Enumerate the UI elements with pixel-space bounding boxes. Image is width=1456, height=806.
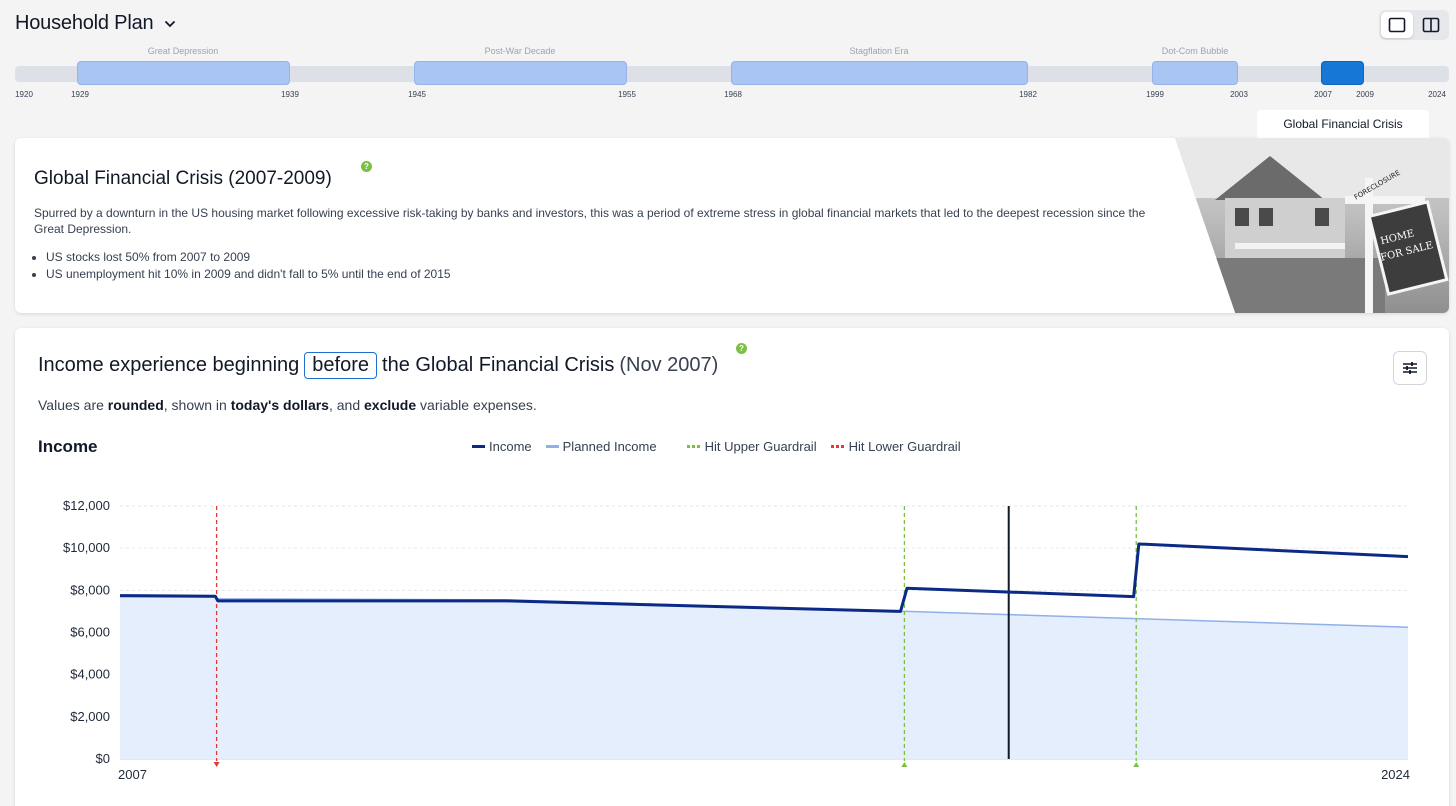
foreclosure-house-photo: HOME FOR SALE FORECLOSURE [1175, 138, 1449, 313]
split-pane-icon [1422, 17, 1440, 33]
help-icon[interactable]: ? [361, 161, 372, 172]
legend-planned-income[interactable]: Planned Income [545, 439, 657, 454]
income-chart[interactable]: $0 $2,000 $4,000 $6,000 $8,000 $10,000 $12,000… [15, 488, 1449, 806]
income-experience-card: Income experience beginning before the G… [15, 328, 1449, 806]
legend-lower-guardrail[interactable]: Hit Lower Guardrail [830, 439, 961, 454]
year-label: 2007 [1314, 90, 1332, 99]
chart-legend: Income Planned Income Hit Upper Guardrai… [472, 439, 961, 454]
lower-guardrail-marker [213, 762, 220, 767]
era-label: Stagflation Era [849, 46, 909, 56]
y-tick-label: $4,000 [70, 667, 110, 682]
single-pane-icon [1388, 17, 1406, 33]
tab-global-financial-crisis[interactable]: Global Financial Crisis [1257, 110, 1429, 138]
header: Household Plan [15, 12, 177, 35]
era-dot-com-bubble[interactable] [1152, 61, 1238, 85]
year-label: 2003 [1230, 90, 1248, 99]
era-post-war-decade[interactable] [414, 61, 627, 85]
year-label: 1999 [1146, 90, 1164, 99]
year-label: 1920 [15, 90, 33, 99]
sliders-icon [1403, 362, 1417, 374]
y-tick-label: $10,000 [63, 540, 110, 555]
experience-title-prefix: Income experience beginning [38, 354, 300, 376]
list-item: US unemployment hit 10% in 2009 and didn… [46, 266, 451, 283]
experience-title-suffix: the Global Financial Crisis [382, 354, 615, 376]
era-global-financial-crisis[interactable] [1321, 61, 1364, 85]
planned-income-area [120, 596, 1408, 759]
crisis-description: Spurred by a downturn in the US housing … [34, 206, 1146, 236]
help-icon[interactable]: ? [736, 343, 747, 354]
experience-date: (Nov 2007) [619, 354, 719, 376]
era-stagflation[interactable] [731, 61, 1028, 85]
era-label: Dot-Com Bubble [1161, 46, 1229, 56]
values-note: Values are rounded, shown in today's dol… [38, 397, 537, 413]
view-toggle [1379, 10, 1449, 40]
chevron-down-icon[interactable] [163, 17, 177, 31]
year-label: 1939 [281, 90, 299, 99]
year-label: 1982 [1019, 90, 1037, 99]
x-tick-label: 2024 [1381, 767, 1410, 782]
y-tick-label: $2,000 [70, 709, 110, 724]
timing-select[interactable]: before [304, 352, 378, 379]
chart-title: Income [38, 437, 98, 456]
y-tick-label: $12,000 [63, 498, 110, 513]
upper-guardrail-marker [1133, 762, 1140, 767]
year-label: 1945 [408, 90, 426, 99]
experience-title: Income experience beginning before the G… [38, 352, 718, 379]
crisis-title: Global Financial Crisis (2007-2009) [34, 168, 332, 189]
era-great-depression[interactable] [77, 61, 290, 85]
y-tick-label: $6,000 [70, 625, 110, 640]
y-tick-label: $0 [96, 751, 110, 766]
y-tick-label: $8,000 [70, 582, 110, 597]
year-label: 1968 [724, 90, 742, 99]
app-title: Household Plan [15, 12, 154, 34]
chart-settings-button[interactable] [1393, 351, 1427, 385]
upper-guardrail-marker [901, 762, 908, 767]
split-pane-button[interactable] [1415, 12, 1447, 38]
era-label: Post-War Decade [484, 46, 556, 56]
year-label: 2009 [1356, 90, 1374, 99]
single-pane-button[interactable] [1381, 12, 1413, 38]
income-line [119, 542, 1409, 613]
year-label: 1955 [618, 90, 636, 99]
crisis-info-card: Global Financial Crisis (2007-2009) ? Sp… [15, 138, 1449, 313]
legend-income[interactable]: Income [472, 439, 532, 454]
year-label: 1929 [71, 90, 89, 99]
era-timeline: Great Depression Post-War Decade Stagfla… [15, 44, 1449, 104]
x-tick-label: 2007 [118, 767, 147, 782]
era-label: Great Depression [147, 46, 219, 56]
crisis-facts: US stocks lost 50% from 2007 to 2009 US … [46, 249, 451, 283]
year-label: 2024 [1428, 90, 1446, 99]
list-item: US stocks lost 50% from 2007 to 2009 [46, 249, 451, 266]
legend-upper-guardrail[interactable]: Hit Upper Guardrail [686, 439, 817, 454]
